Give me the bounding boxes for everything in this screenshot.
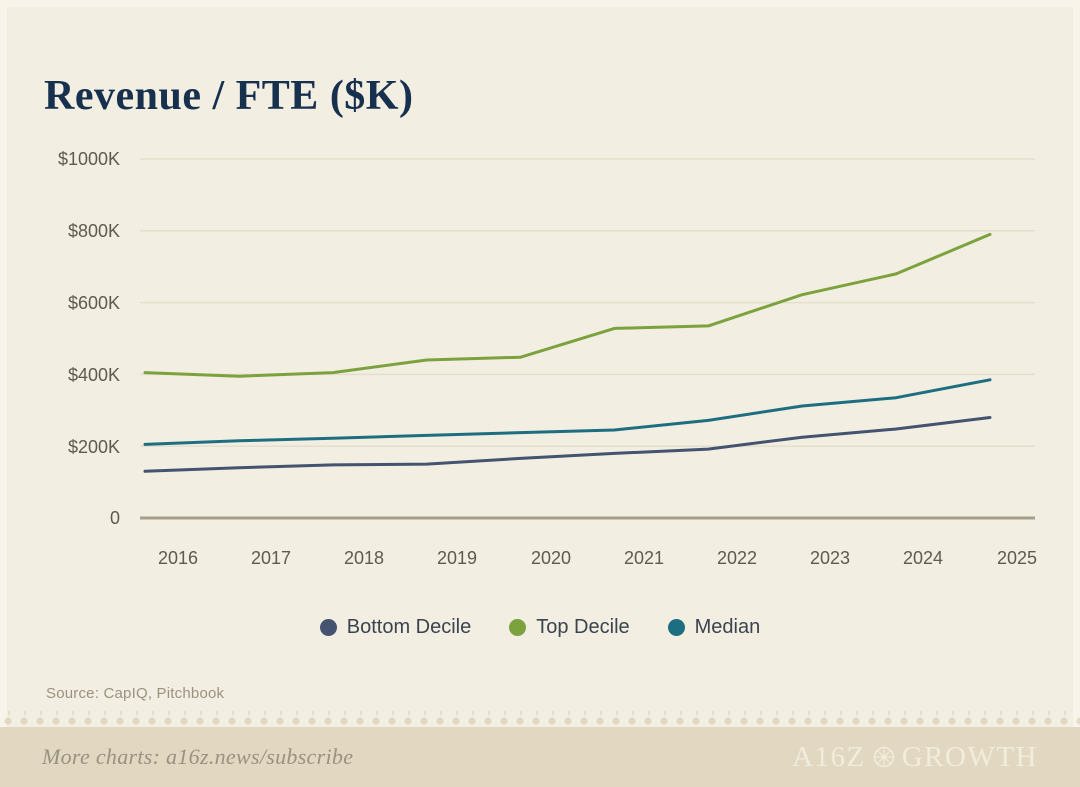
legend-item-top-decile: Top Decile [509, 616, 630, 639]
x-axis-tick: 2020 [530, 548, 572, 568]
legend-label: Top Decile [536, 616, 630, 638]
bottom-decile-dot-icon [319, 619, 337, 636]
legend-label: Bottom Decile [346, 616, 472, 638]
y-axis-tick: 0 [109, 508, 120, 528]
top-decile-dot-icon [509, 619, 527, 636]
brand-suffix: GROWTH [901, 740, 1038, 773]
x-axis-tick: 2016 [157, 548, 199, 568]
a16z-growth-logo: A16Z GROWTH [792, 741, 1038, 774]
y-axis-tick: $800K [67, 221, 120, 241]
more-charts-link[interactable]: More charts: a16z.news/subscribe [42, 744, 354, 769]
compass-circle-icon [873, 746, 895, 768]
y-axis-tick: $200K [67, 437, 120, 457]
chart-legend: Bottom Decile Top Decile Median [0, 616, 1080, 639]
footer-bar: More charts: a16z.news/subscribe A16Z GR… [0, 727, 1080, 787]
legend-item-median: Median [667, 616, 761, 639]
page-title: Revenue / FTE ($K) [44, 73, 414, 120]
legend-label: Median [694, 616, 761, 638]
brand-prefix: A16Z [792, 740, 866, 773]
x-axis-tick: 2017 [250, 548, 292, 568]
x-axis-tick: 2023 [809, 548, 851, 568]
x-axis-tick: 2024 [902, 548, 944, 568]
x-axis-tick: 2018 [343, 548, 385, 568]
y-axis-tick: $600K [67, 293, 120, 313]
x-axis-tick: 2021 [623, 548, 665, 568]
x-axis-tick: 2025 [996, 548, 1038, 568]
y-axis-tick: $1000K [57, 149, 120, 169]
x-axis-tick: 2019 [436, 548, 478, 568]
y-axis-tick: $400K [67, 365, 120, 385]
decorative-lace-border [0, 707, 1080, 727]
median-dot-icon [667, 619, 685, 636]
x-axis-tick: 2022 [716, 548, 758, 568]
source-note: Source: CapIQ, Pitchbook [46, 685, 225, 702]
legend-item-bottom-decile: Bottom Decile [319, 616, 472, 639]
